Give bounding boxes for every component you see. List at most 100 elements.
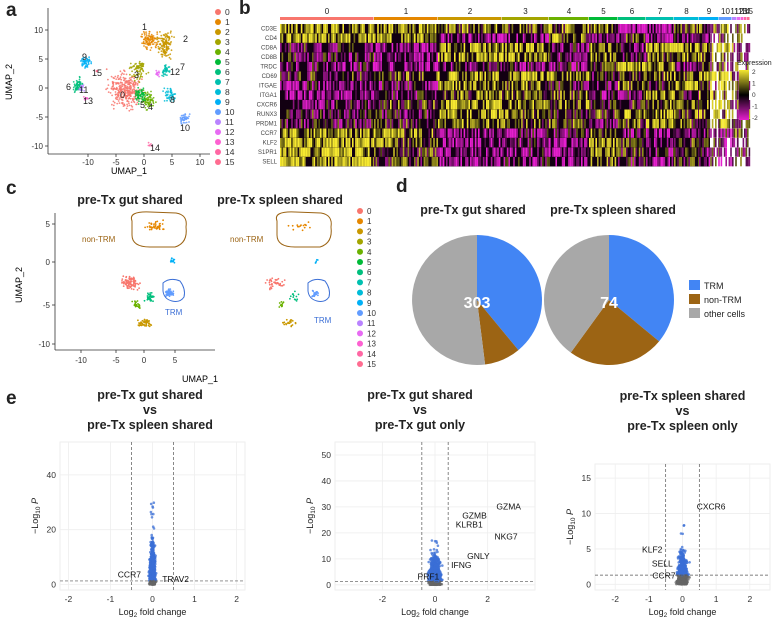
panel-c-title-spleen: pre-Tx spleen shared bbox=[217, 193, 343, 207]
svg-text:1: 1 bbox=[225, 17, 230, 27]
svg-text:0: 0 bbox=[367, 207, 372, 216]
svg-text:3: 3 bbox=[367, 238, 372, 247]
svg-text:12: 12 bbox=[735, 7, 744, 16]
gene-label: GZMA bbox=[496, 502, 521, 512]
panel-label-c: c bbox=[6, 178, 17, 199]
panel-d-title-spleen: pre-Tx spleen shared bbox=[550, 203, 676, 217]
panel-label-d: d bbox=[396, 176, 408, 197]
svg-text:0: 0 bbox=[752, 92, 756, 99]
panel-label-e: e bbox=[6, 388, 17, 409]
svg-text:11: 11 bbox=[79, 85, 88, 95]
svg-text:CD8B: CD8B bbox=[261, 55, 277, 61]
svg-text:0: 0 bbox=[225, 7, 230, 17]
spleen-nontrm-outline bbox=[275, 211, 332, 248]
svg-text:6: 6 bbox=[66, 82, 71, 92]
svg-text:9: 9 bbox=[82, 52, 87, 62]
svg-text:13: 13 bbox=[738, 7, 747, 16]
svg-text:8: 8 bbox=[367, 289, 372, 298]
pie-legend: TRM non-TRM other cells bbox=[689, 280, 746, 319]
svg-text:-10: -10 bbox=[31, 142, 43, 151]
svg-text:0: 0 bbox=[120, 90, 125, 100]
legend-label-nontrm: non-TRM bbox=[704, 295, 742, 305]
svg-text:CD4: CD4 bbox=[265, 36, 278, 42]
heatmap-gene-labels: CD3E CD4 CD8A CD8B TRDC CD69 ITGAE ITGA1 CXCR6 RU… bbox=[256, 27, 278, 166]
svg-text:-10: -10 bbox=[75, 356, 87, 365]
volcano-y-label: −Log10 P bbox=[565, 509, 577, 545]
svg-text:4: 4 bbox=[367, 248, 372, 257]
svg-text:7: 7 bbox=[367, 278, 372, 287]
spleen-trm-outline bbox=[307, 278, 330, 302]
panel-c-umaps: 5 0 -5 -10 -10 -5 0 5 UMAP_1 UMAP_2 non-TRM TR… bbox=[14, 207, 376, 384]
svg-text:CCR7: CCR7 bbox=[261, 131, 278, 137]
svg-text:3: 3 bbox=[134, 70, 139, 80]
svg-text:14: 14 bbox=[367, 350, 376, 359]
svg-text:8: 8 bbox=[684, 7, 689, 16]
svg-text:15: 15 bbox=[225, 157, 235, 167]
gene-label: CCR7 bbox=[652, 571, 675, 581]
panel-d-pies: 303 74 TRM non-TRM other cells bbox=[412, 235, 746, 366]
gene-label: KLRB1 bbox=[456, 520, 483, 530]
svg-text:CD8A: CD8A bbox=[261, 46, 277, 52]
gut-trm-label: TRM bbox=[165, 308, 183, 317]
svg-text:10: 10 bbox=[180, 123, 190, 133]
panel-e3-title: pre-Tx spleen shared vs pre-Tx spleen on… bbox=[619, 389, 746, 433]
svg-text:5: 5 bbox=[46, 220, 51, 229]
pie-slice-non-trm bbox=[570, 300, 660, 366]
svg-text:5: 5 bbox=[225, 57, 230, 67]
svg-text:6: 6 bbox=[630, 7, 635, 16]
svg-text:5: 5 bbox=[140, 100, 145, 110]
spleen-nontrm-label: non-TRM bbox=[230, 235, 264, 244]
volcano-y-label: −Log10 P bbox=[305, 498, 317, 534]
gene-label: TRAV2 bbox=[162, 574, 189, 584]
svg-text:13: 13 bbox=[225, 137, 235, 147]
svg-text:10: 10 bbox=[196, 158, 205, 167]
gene-label: CXCR6 bbox=[697, 501, 726, 511]
svg-text:15: 15 bbox=[744, 7, 753, 16]
svg-text:6: 6 bbox=[367, 268, 372, 277]
svg-text:CD3E: CD3E bbox=[261, 27, 277, 33]
pie-spleen-count: 74 bbox=[600, 295, 618, 312]
svg-text:13: 13 bbox=[367, 340, 376, 349]
svg-text:13: 13 bbox=[83, 96, 93, 106]
svg-text:15: 15 bbox=[367, 360, 376, 369]
svg-text:CD69: CD69 bbox=[262, 74, 278, 80]
legend-swatch-trm bbox=[689, 280, 700, 290]
panel-e1-title: pre-Tx gut shared vs pre-Tx spleen share… bbox=[87, 388, 213, 432]
svg-text:2: 2 bbox=[468, 7, 473, 16]
svg-text:2: 2 bbox=[752, 69, 756, 76]
svg-text:4: 4 bbox=[225, 47, 230, 57]
heatmap-legend-title: Expression bbox=[737, 60, 772, 67]
svg-text:TRDC: TRDC bbox=[260, 65, 277, 71]
svg-text:-10: -10 bbox=[82, 158, 94, 167]
pie-spleen-shared bbox=[543, 235, 674, 366]
svg-text:8: 8 bbox=[225, 87, 230, 97]
svg-text:5: 5 bbox=[173, 356, 178, 365]
volcano-x-label: Log2 fold change bbox=[649, 607, 717, 619]
svg-text:2: 2 bbox=[225, 27, 230, 37]
pie-slice-trm bbox=[477, 235, 542, 351]
svg-text:-5: -5 bbox=[112, 158, 120, 167]
svg-text:14: 14 bbox=[150, 143, 160, 153]
panel-e2-title: pre-Tx gut shared vs pre-Tx gut only bbox=[367, 388, 473, 432]
svg-text:14: 14 bbox=[225, 147, 235, 157]
panel-c-title-gut: pre-Tx gut shared bbox=[77, 193, 183, 207]
svg-text:3: 3 bbox=[523, 7, 528, 16]
pie-slice-trm bbox=[609, 235, 674, 342]
svg-text:CXCR6: CXCR6 bbox=[257, 103, 278, 109]
gene-label: GNLY bbox=[467, 551, 490, 561]
svg-text:-10: -10 bbox=[38, 340, 50, 349]
svg-text:11: 11 bbox=[367, 319, 376, 328]
gene-label: KLF2 bbox=[642, 544, 663, 554]
svg-text:4: 4 bbox=[148, 102, 153, 112]
svg-text:2: 2 bbox=[367, 227, 372, 236]
svg-text:0: 0 bbox=[142, 158, 147, 167]
pie-slice-non-trm bbox=[477, 300, 519, 365]
heatmap-colorbar bbox=[739, 70, 749, 120]
